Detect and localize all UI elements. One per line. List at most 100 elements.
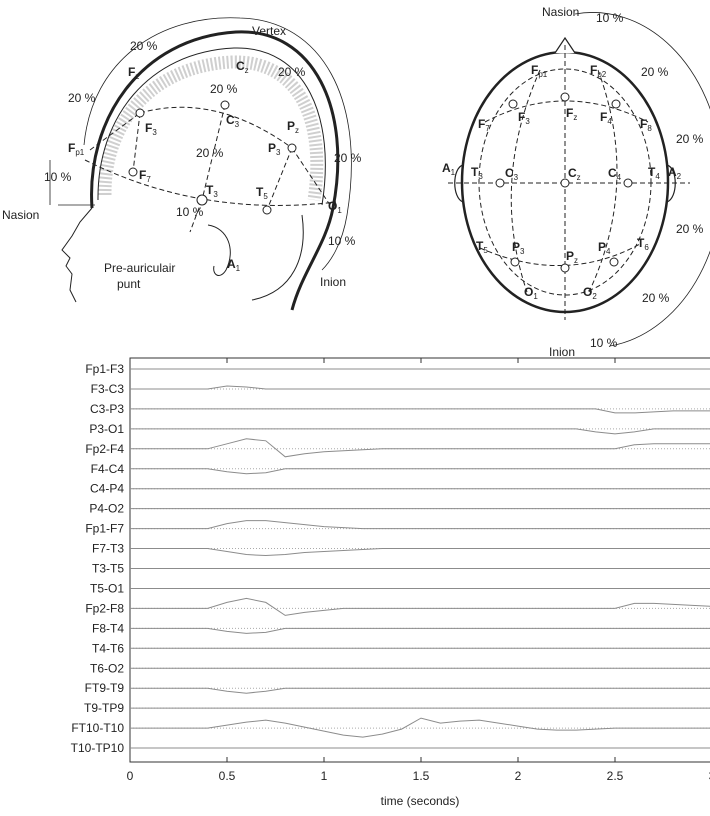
- electrode-subscript: 4: [655, 172, 660, 181]
- channel-label: F3-C3: [91, 382, 125, 396]
- electrode-subscript: 3: [525, 117, 530, 126]
- x-tick-label: 1.5: [413, 769, 430, 783]
- channel-label: Fp1-F7: [85, 522, 124, 536]
- electrode-label: F7: [139, 168, 151, 184]
- electrode-subscript: 1: [236, 264, 241, 273]
- x-tick-label: 0.5: [219, 769, 236, 783]
- electrode-label: F3: [145, 121, 157, 137]
- electrode-letter: F: [128, 65, 135, 79]
- electrode-label: F3: [518, 110, 530, 126]
- electrode-subscript: 1: [451, 168, 456, 177]
- electrode-label: T4: [648, 165, 660, 181]
- percent-label: 10 %: [590, 336, 618, 350]
- x-tick-label: 0: [127, 769, 134, 783]
- electrode-label: A1: [227, 257, 241, 273]
- x-tick-label: 1: [321, 769, 328, 783]
- electrode-letter: F: [640, 117, 647, 131]
- electrode-subscript: 3: [213, 190, 218, 199]
- electrode-subscript: 3: [276, 148, 281, 157]
- electrode-letter: F: [68, 141, 75, 155]
- eeg-trace: [130, 409, 710, 413]
- channel-label: T10-TP10: [71, 741, 125, 755]
- electrode-subscript: 1: [533, 292, 538, 301]
- percent-label: 10 %: [44, 170, 72, 184]
- electrode-letter: C: [226, 113, 235, 127]
- electrode-label: Fp1: [68, 141, 85, 157]
- electrode-subscript: z: [574, 256, 578, 265]
- percent-label: 10 %: [176, 205, 204, 219]
- x-tick-label: 2.5: [607, 769, 624, 783]
- percent-label: 20 %: [278, 65, 306, 79]
- electrode-subscript: 3: [520, 247, 525, 256]
- electrode-subscript: 8: [647, 124, 652, 133]
- electrode-letter: F: [566, 106, 573, 120]
- electrode-subscript: 7: [146, 175, 151, 184]
- electrode-label: Cz: [568, 166, 581, 182]
- percent-label: 10 %: [328, 234, 356, 248]
- channel-label: FT10-T10: [71, 721, 124, 735]
- label: Inion: [549, 345, 575, 359]
- electrode-letter: C: [236, 59, 245, 73]
- electrode-letter: O: [583, 285, 592, 299]
- electrode-label: Fz: [566, 106, 577, 122]
- electrode-subscript: p1: [75, 148, 84, 157]
- electrode-subscript: 4: [617, 173, 622, 182]
- electrode-label: C3: [505, 166, 519, 182]
- electrode-label: C4: [608, 166, 622, 182]
- electrode-label: Fp2: [590, 63, 607, 79]
- channel-label: T3-T5: [92, 562, 124, 576]
- electrode-subscript: 3: [514, 173, 519, 182]
- electrode-subscript: 4: [606, 247, 611, 256]
- channel-label: P4-O2: [89, 502, 124, 516]
- percent-label: 20 %: [196, 146, 224, 160]
- electrode-subscript: z: [245, 66, 249, 75]
- label: Vertex: [252, 24, 286, 38]
- label: Inion: [320, 275, 346, 289]
- channel-label: Fp2-F4: [85, 442, 124, 456]
- electrode-subscript: 1: [337, 206, 342, 215]
- x-tick-label: 2: [515, 769, 522, 783]
- eeg-trace: [130, 521, 710, 529]
- electrode-subscript: 6: [644, 243, 649, 252]
- channel-label: C3-P3: [90, 402, 124, 416]
- electrode-subscript: z: [135, 72, 139, 81]
- label: Pre-auriculair: [104, 261, 175, 275]
- electrode-letter: F: [518, 110, 525, 124]
- electrode-subscript: 2: [592, 292, 597, 301]
- percent-label: 20 %: [642, 291, 670, 305]
- eeg-trace: [130, 628, 710, 633]
- channel-label: P3-O1: [89, 422, 124, 436]
- electrode-label: F7: [478, 117, 490, 133]
- channel-label: C4-P4: [90, 482, 124, 496]
- electrode-label: A1: [442, 161, 456, 177]
- label: punt: [117, 277, 141, 291]
- eeg-trace: [130, 439, 710, 457]
- channel-label: T5-O1: [90, 581, 124, 595]
- eeg-trace: [130, 469, 710, 474]
- channel-label: T6-O2: [90, 661, 124, 675]
- electrode-letter: F: [139, 168, 146, 182]
- electrode-label: T5: [476, 239, 488, 255]
- electrode-label: A2: [668, 165, 682, 181]
- electrode-subscript: z: [295, 126, 299, 135]
- electrode-letter: C: [608, 166, 617, 180]
- plot-frame: [130, 358, 710, 762]
- electrode-letter: O: [524, 285, 533, 299]
- electrode-subscript: 5: [483, 246, 488, 255]
- electrode-letter: A: [442, 161, 451, 175]
- electrode-subscript: 5: [263, 192, 268, 201]
- electrode-letter: P: [598, 240, 606, 254]
- channel-label: F7-T3: [92, 542, 124, 556]
- electrode-letter: P: [512, 240, 520, 254]
- electrode-label: P3: [512, 240, 525, 256]
- electrode-label: T3: [206, 183, 218, 199]
- electrode-letter: P: [268, 141, 276, 155]
- electrode-label: P4: [598, 240, 611, 256]
- x-axis-title: time (seconds): [381, 794, 460, 808]
- eeg-trace: [130, 549, 710, 556]
- electrode-label: O1: [328, 199, 342, 215]
- electrode-letter: P: [287, 119, 295, 133]
- label: Nasion: [2, 208, 39, 222]
- electrode-subscript: z: [573, 113, 577, 122]
- electrode-label: O1: [524, 285, 538, 301]
